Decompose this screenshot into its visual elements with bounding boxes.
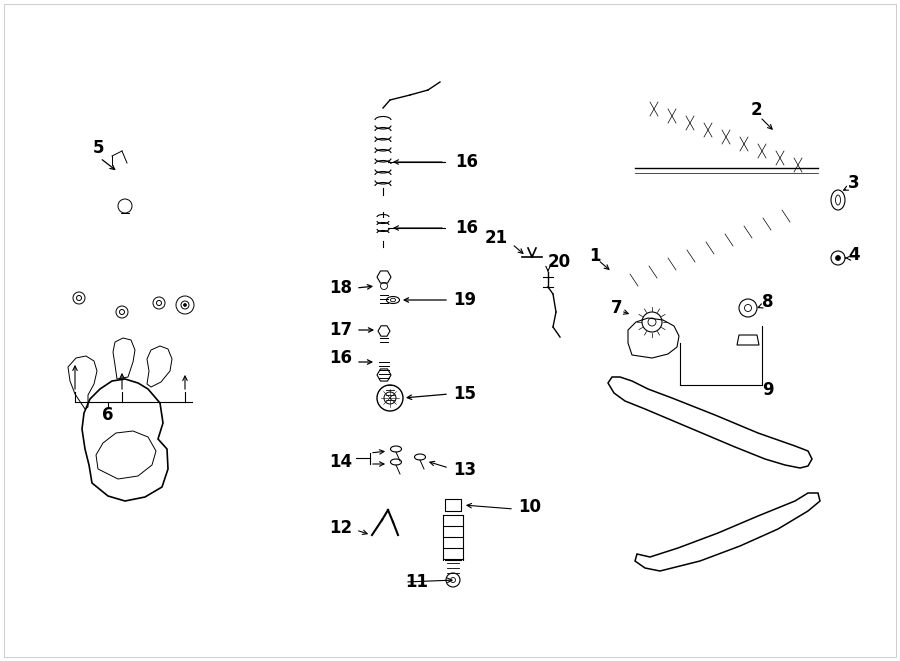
Text: 8: 8 [762,293,773,311]
Text: 3: 3 [848,174,860,192]
Text: 11: 11 [405,573,428,591]
Circle shape [184,303,186,307]
Text: 16: 16 [455,219,478,237]
Text: 14: 14 [328,453,352,471]
Text: 6: 6 [103,406,113,424]
Text: 1: 1 [590,247,601,265]
Text: 10: 10 [518,498,541,516]
Text: 17: 17 [328,321,352,339]
Text: 19: 19 [453,291,476,309]
Text: 2: 2 [751,101,761,119]
Text: 4: 4 [848,246,860,264]
Text: 5: 5 [92,139,104,157]
Text: 12: 12 [328,519,352,537]
Text: 13: 13 [453,461,476,479]
Text: 18: 18 [329,279,352,297]
Text: 21: 21 [485,229,508,247]
Text: 9: 9 [762,381,774,399]
Text: 15: 15 [453,385,476,403]
Text: 16: 16 [329,349,352,367]
Text: 20: 20 [548,253,572,271]
Circle shape [835,256,841,260]
Text: 16: 16 [455,153,478,171]
Text: 7: 7 [611,299,623,317]
